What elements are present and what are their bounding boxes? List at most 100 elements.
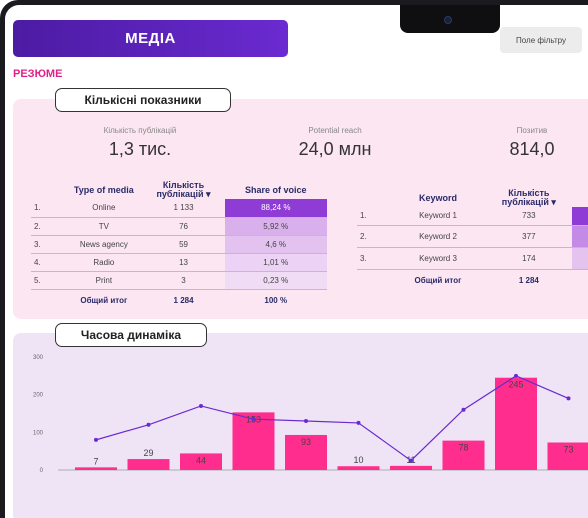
col-type-of-media[interactable]: Type of media: [73, 184, 134, 195]
share-bar: [224, 253, 327, 271]
share-cell: 0,23 %: [224, 271, 327, 290]
media-name: News agency: [65, 235, 143, 254]
keyword-name: Keyword 1: [389, 207, 487, 226]
chart-bar: [547, 442, 588, 470]
line-point: [199, 403, 203, 408]
keyword-share-bar: [571, 247, 588, 270]
table-row[interactable]: 3. News agency 59 4,6 %: [31, 235, 327, 254]
total-label: Общий итог: [80, 295, 128, 305]
keyword-name: Keyword 2: [389, 225, 487, 248]
section-title-dynamics: Часова динаміка: [55, 323, 207, 347]
keyword-table-header: Keyword Кількість публікацій ▾: [357, 189, 588, 207]
media-name: TV: [65, 217, 143, 236]
line-point: [251, 417, 256, 422]
share-bar: [224, 235, 327, 253]
camera-notch: [400, 5, 500, 33]
dynamics-chart: 010020030072944153931011782457317 июн. 2…: [33, 355, 588, 474]
media-count: 13: [142, 253, 225, 272]
share-value: 1,01 %: [263, 257, 289, 267]
media-count: 76: [142, 217, 225, 236]
line-point: [304, 419, 308, 424]
row-index: 3.: [31, 235, 66, 254]
table-row[interactable]: 5. Print 3 0,23 %: [31, 271, 327, 290]
keyword-count: 733: [486, 207, 572, 226]
share-cell: 88,24 %: [224, 199, 327, 218]
share-cell: 5,92 %: [224, 217, 327, 236]
total-share: 100 %: [264, 295, 288, 305]
bar-value-label: 44: [196, 455, 206, 465]
bar-value-label: 7: [93, 456, 98, 466]
col-publications[interactable]: Кількість публікацій ▾: [156, 180, 211, 199]
keyword-table: Keyword Кількість публікацій ▾ 1. Keywor…: [357, 189, 588, 291]
row-index: 3.: [357, 247, 390, 270]
camera-icon: [444, 16, 452, 24]
kpi-value-reach: 24,0 млн: [298, 139, 372, 159]
total-count: 1 284: [518, 275, 539, 285]
keyword-name: Keyword 3: [389, 247, 487, 270]
share-bar: [224, 199, 327, 217]
y-tick-label: 300: [33, 355, 44, 361]
col-keyword-publications[interactable]: Кількість публікацій ▾: [501, 188, 556, 207]
col-share-of-voice[interactable]: Share of voice: [244, 184, 307, 195]
total-count: 1 284: [173, 295, 194, 305]
line-point: [94, 437, 98, 442]
line-point: [356, 420, 361, 425]
col-keyword[interactable]: Keyword: [418, 192, 457, 203]
share-bar: [224, 217, 327, 235]
kpi-value-positive: 814,0: [509, 139, 555, 159]
line-point: [409, 458, 413, 463]
filter-button[interactable]: Поле фільтру: [500, 27, 582, 53]
series-line: [95, 375, 569, 462]
line-point: [566, 396, 571, 401]
bar-value-label: 29: [143, 448, 153, 458]
row-index: 1.: [357, 207, 390, 226]
share-value: 88,24 %: [261, 203, 291, 213]
chart-bar: [180, 453, 222, 470]
page-title: МЕДІА: [13, 20, 288, 57]
chart-bar: [442, 440, 485, 470]
table-row[interactable]: 2. Keyword 2 377: [357, 225, 588, 248]
kpi-value-publications: 1,3 тис.: [108, 139, 172, 159]
media-table-header: Type of media Кількість публікацій ▾ Sha…: [31, 181, 327, 199]
chart-bar: [390, 465, 432, 470]
chart-bar: [232, 412, 275, 470]
share-cell: 1,01 %: [224, 253, 327, 272]
media-name: Print: [65, 271, 143, 290]
chart-bar: [495, 377, 537, 470]
keyword-count: 377: [486, 225, 572, 248]
kpi-label-positive: Позитив: [516, 126, 548, 135]
y-tick-label: 200: [33, 393, 44, 399]
table-row[interactable]: 1. Keyword 1 733: [357, 207, 588, 226]
bar-value-label: 93: [301, 437, 311, 447]
table-total-row: Общий итог 1 284 100 %: [31, 289, 327, 311]
keyword-share-bar: [571, 225, 588, 248]
row-index: 4.: [31, 253, 66, 272]
bar-value-label: 78: [458, 443, 468, 453]
screen: МЕДІА Поле фільтру РЕЗЮМЕ Кількісні пока…: [5, 5, 588, 518]
media-count: 3: [142, 271, 225, 290]
chart-bar: [75, 467, 117, 470]
share-value: 5,92 %: [263, 221, 289, 231]
media-name: Radio: [65, 253, 143, 272]
keyword-count: 174: [486, 247, 572, 270]
y-tick-label: 0: [40, 468, 44, 474]
media-count: 59: [142, 235, 225, 254]
bar-value-label: 10: [353, 455, 363, 465]
row-index: 5.: [31, 271, 66, 290]
row-index: 2.: [357, 225, 390, 248]
bar-value-label: 245: [508, 380, 523, 390]
share-value: 0,23 %: [263, 275, 289, 285]
total-label: Общий итог: [414, 275, 462, 285]
media-name: Online: [65, 199, 143, 218]
table-row[interactable]: 2. TV 76 5,92 %: [31, 217, 327, 236]
table-row[interactable]: 3. Keyword 3 174: [357, 247, 588, 270]
keyword-share-bar: [571, 207, 588, 226]
media-count: 1 133: [142, 199, 225, 218]
row-index: 2.: [31, 217, 66, 236]
line-point: [146, 422, 151, 427]
table-row[interactable]: 1. Online 1 133 88,24 %: [31, 199, 327, 218]
y-tick-label: 100: [33, 430, 44, 436]
bar-value-label: 73: [563, 445, 573, 455]
table-row[interactable]: 4. Radio 13 1,01 %: [31, 253, 327, 272]
